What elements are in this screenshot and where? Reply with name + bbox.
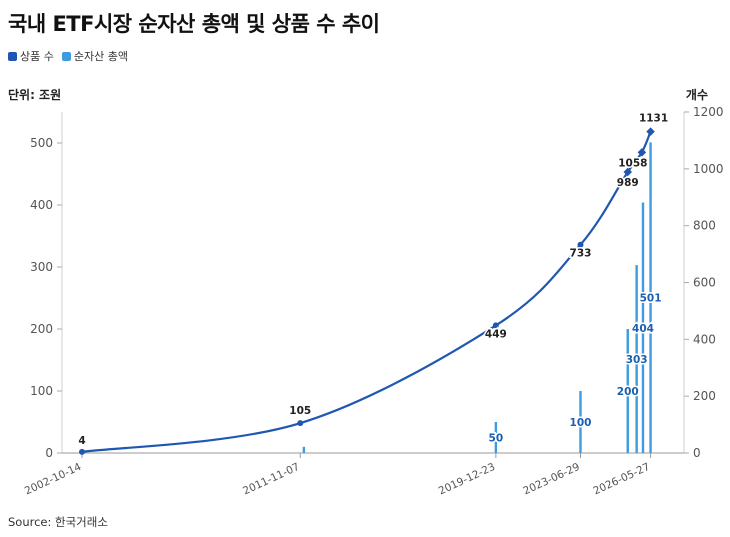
line-marker [577, 241, 584, 248]
legend-item-net-assets[interactable]: 순자산 총액 [61, 48, 128, 64]
right-tick-label: 400 [693, 332, 716, 346]
line-marker [492, 322, 499, 329]
legend-label-net-assets: 순자산 총액 [73, 50, 128, 63]
legend: 상품 수 순자산 총액 [8, 48, 128, 64]
x-tick-label: 2019-12-23 [437, 461, 497, 498]
bar-net-assets [641, 202, 645, 453]
right-tick-label: 1000 [693, 162, 724, 176]
right-tick-label: 1200 [693, 105, 724, 119]
line-data-label: 1058 [618, 157, 647, 169]
line-product-count [81, 131, 652, 453]
right-tick-label: 200 [693, 389, 716, 403]
bar-data-label: 303 [626, 354, 648, 366]
line-data-label: 989 [617, 177, 639, 189]
bar-data-label: 501 [640, 293, 662, 305]
source-note: Source: 한국거래소 [8, 515, 108, 529]
x-tick-label: 2023-06-29 [521, 461, 581, 498]
left-tick-label: 400 [30, 198, 53, 212]
line-data-label: 1131 [639, 113, 668, 125]
right-tick-label: 600 [693, 276, 716, 290]
bar-net-assets [626, 329, 629, 453]
x-tick-label: 2002-10-14 [23, 461, 84, 498]
left-tick-label: 100 [30, 384, 53, 398]
bar-data-label: 100 [570, 417, 592, 429]
bar-net-assets [302, 446, 306, 453]
left-tick-label: 300 [30, 260, 53, 274]
line-marker [297, 420, 304, 427]
bar-net-assets [649, 142, 652, 453]
line-data-label: 105 [289, 405, 311, 417]
line-data-label: 4 [78, 435, 85, 447]
legend-item-product-count[interactable]: 상품 수 [8, 48, 54, 64]
bar-net-assets [494, 422, 498, 453]
line-data-label: 733 [570, 248, 592, 260]
right-axis-unit: 개수 [685, 88, 708, 102]
bar-data-label: 200 [617, 386, 639, 398]
line-data-label: 449 [485, 328, 507, 340]
x-tick-label: 2026-05-27 [591, 461, 651, 498]
left-tick-label: 200 [30, 322, 53, 336]
line-marker [79, 448, 85, 455]
right-tick-label: 0 [693, 446, 701, 460]
left-tick-label: 0 [45, 446, 53, 460]
chart-title: 국내 ETF시장 순자산 총액 및 상품 수 추이 [8, 12, 380, 36]
right-tick-label: 800 [693, 219, 716, 233]
bar-data-label: 50 [489, 433, 504, 445]
x-tick-label: 2011-11-07 [241, 461, 301, 498]
bar-net-assets [579, 391, 582, 453]
bar-data-label: 404 [632, 323, 654, 335]
left-axis-unit: 단위: 조원 [8, 88, 62, 102]
legend-label-product-count: 상품 수 [20, 50, 54, 63]
line-marker [646, 127, 655, 136]
legend-swatch-product-count [8, 51, 17, 61]
bar-net-assets [635, 265, 638, 453]
legend-swatch-net-assets [61, 51, 71, 61]
left-tick-label: 500 [30, 136, 53, 150]
